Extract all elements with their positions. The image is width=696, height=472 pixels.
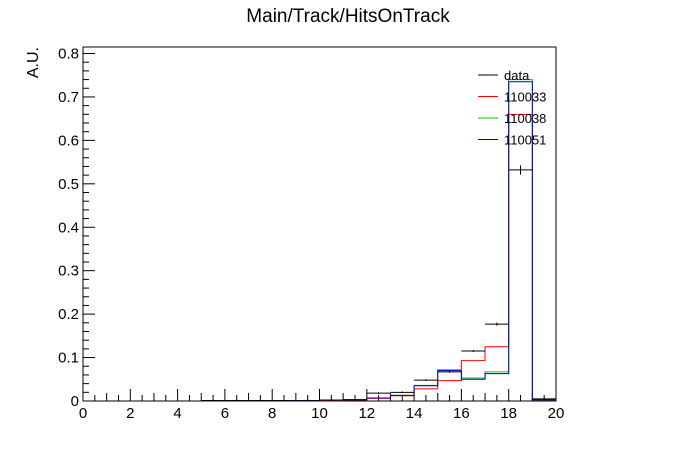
legend: data 110033 110038 110051: [478, 68, 546, 148]
y-tick-label: 0.7: [58, 89, 79, 106]
x-tick-label: 8: [268, 405, 276, 422]
legend-label-110038: 110038: [504, 111, 546, 126]
y-tick-label: 0: [71, 393, 79, 410]
series-layer: [83, 79, 557, 402]
x-tick-label: 0: [79, 405, 87, 422]
x-tick-label: 20: [548, 405, 565, 422]
series-110033: [83, 113, 557, 402]
x-tick-label: 10: [311, 405, 328, 422]
y-axis-label: A.U.: [25, 47, 42, 78]
y-tick-label: 0.5: [58, 176, 79, 193]
y-tick-label: 0.8: [58, 46, 79, 63]
series-data: [83, 165, 556, 402]
x-tick-label: 14: [406, 405, 423, 422]
chart-title: Main/Track/HitsOnTrack: [246, 6, 450, 27]
x-tick-label: 2: [126, 405, 134, 422]
axis-labels: 0 2 4 6 8 10 12 14 16 18 20 0 0.1 0.2 0.3 0.4 0.5 0.6 0.7 0…: [25, 46, 564, 422]
y-tick-label: 0.3: [58, 263, 79, 280]
axis-ticks: [82, 53, 557, 402]
legend-label-data: data: [504, 68, 530, 83]
y-tick-label: 0.1: [58, 350, 79, 367]
legend-label-110033: 110033: [504, 90, 546, 105]
x-tick-label: 4: [173, 405, 181, 422]
legend-label-110051: 110051: [504, 133, 546, 148]
x-tick-label: 16: [453, 405, 470, 422]
x-tick-label: 12: [358, 405, 375, 422]
y-tick-label: 0.2: [58, 306, 79, 323]
x-tick-label: 6: [221, 405, 229, 422]
x-tick-label: 18: [500, 405, 517, 422]
y-tick-label: 0.4: [58, 219, 79, 236]
y-tick-label: 0.6: [58, 132, 79, 149]
